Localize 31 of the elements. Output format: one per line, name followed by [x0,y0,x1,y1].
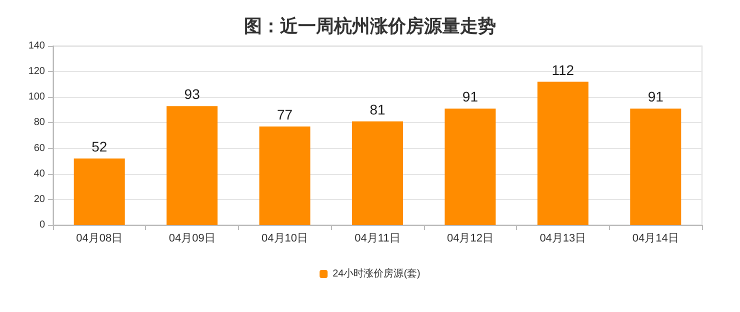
y-tick-label: 100 [28,92,46,103]
x-tick-label: 04月13日 [540,232,586,244]
bar [630,108,682,225]
legend-label: 24小时涨价房源(套) [332,268,420,280]
data-label: 81 [370,101,386,118]
x-tick-label: 04月08日 [76,232,123,244]
y-tick-label: 0 [39,220,46,230]
y-tick-label: 20 [34,194,46,205]
x-tick-label: 04月14日 [632,232,679,244]
y-tick-label: 120 [28,66,46,78]
bar [259,126,310,225]
chart-title: 图：近一周杭州涨价房源量走势 [244,16,496,36]
data-label: 77 [276,106,293,123]
x-tick-label: 04月11日 [354,232,400,244]
bar [352,121,403,225]
data-label: 91 [648,88,664,105]
y-tick-label: 40 [34,168,46,180]
bar [537,82,588,225]
bar [166,106,218,225]
data-label: 91 [462,88,478,105]
y-tick-label: 80 [34,117,46,128]
x-tick-label: 04月10日 [262,232,308,244]
x-tick-label: 04月09日 [168,232,216,244]
bar [444,108,496,225]
y-tick-label: 140 [28,40,46,52]
y-tick-label: 60 [34,142,46,154]
data-label: 93 [184,86,200,102]
bar [74,158,125,225]
data-label: 112 [552,62,574,78]
x-tick-label: 04月12日 [446,232,494,244]
data-label: 52 [92,138,108,155]
